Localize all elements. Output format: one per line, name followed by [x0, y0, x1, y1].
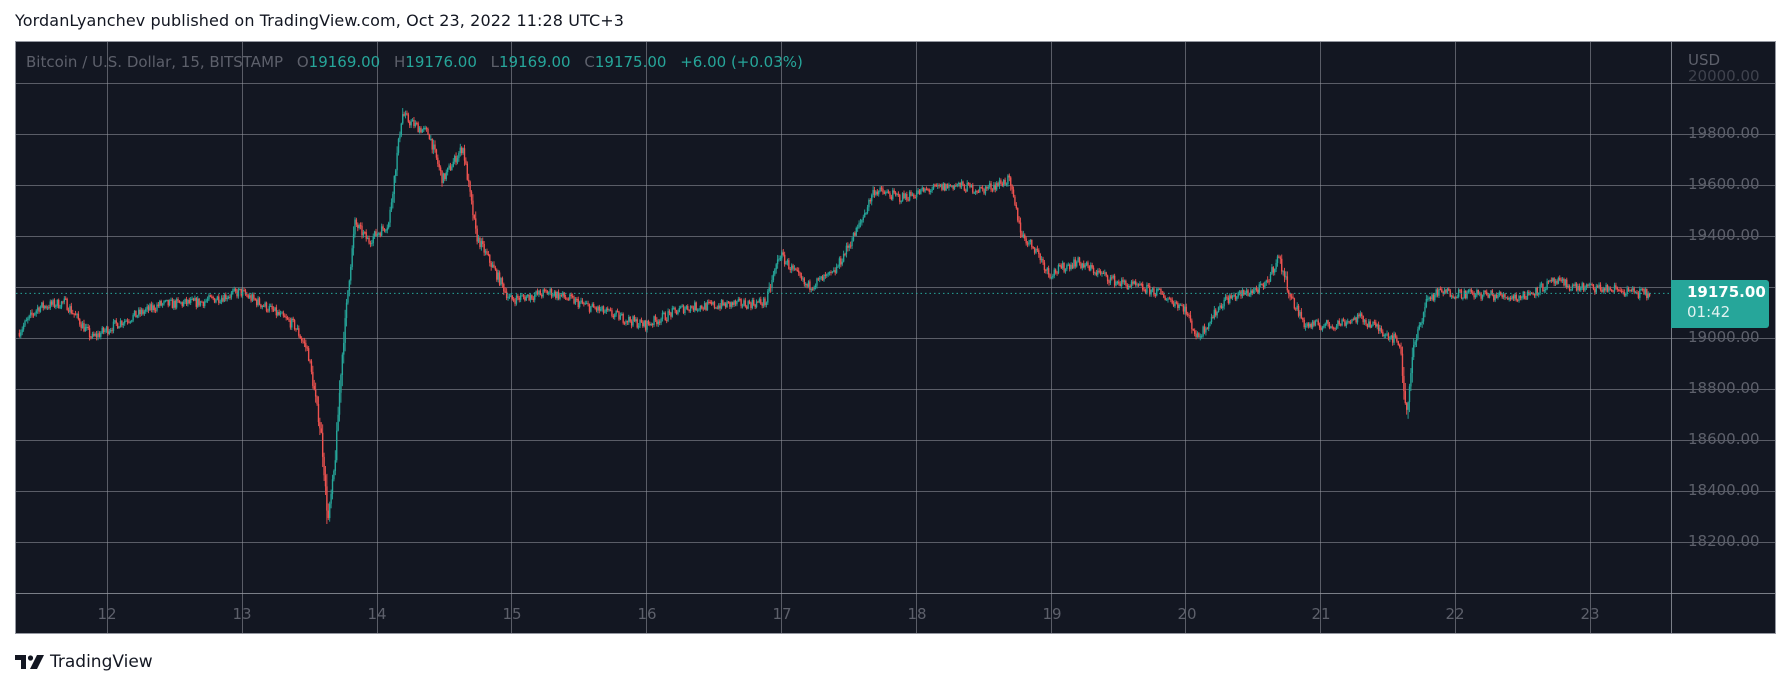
high-value: 19176.00	[405, 53, 477, 71]
close-value: 19175.00	[594, 53, 667, 71]
symbol-legend: Bitcoin / U.S. Dollar, 15, BITSTAMP O191…	[26, 53, 803, 71]
price-label: 19400.00	[1688, 226, 1760, 244]
price-label: 19800.00	[1688, 124, 1760, 142]
time-label: 13	[232, 605, 252, 623]
time-label: 19	[1042, 605, 1062, 623]
open-key: O	[296, 53, 309, 71]
high-key: H	[394, 53, 406, 71]
time-label: 18	[907, 605, 927, 623]
price-label: 20000.00	[1688, 67, 1760, 85]
time-label: 17	[772, 605, 792, 623]
time-label: 23	[1580, 605, 1600, 623]
candles	[18, 108, 1651, 525]
price-label: 19600.00	[1688, 175, 1760, 193]
tradingview-logo-icon	[15, 655, 44, 669]
time-label: 12	[97, 605, 117, 623]
low-value: 19169.00	[499, 53, 571, 71]
brand-name: TradingView	[50, 652, 153, 672]
symbol-name[interactable]: Bitcoin / U.S. Dollar, 15, BITSTAMP	[26, 53, 284, 71]
change-value: +6.00 (+0.03%)	[680, 53, 803, 71]
close-key: C	[584, 53, 595, 71]
open-value: 19169.00	[308, 53, 381, 71]
chart-panel[interactable]	[15, 41, 1776, 634]
last-price: 19175.00	[1687, 283, 1766, 301]
time-label: 20	[1177, 605, 1197, 623]
publisher-line: YordanLyanchev published on TradingView.…	[15, 11, 625, 30]
tradingview-brand[interactable]: TradingView	[15, 652, 153, 672]
price-label: 19000.00	[1688, 328, 1760, 346]
low-key: L	[490, 53, 500, 71]
bar-countdown: 01:42	[1687, 303, 1731, 321]
time-label: 22	[1445, 605, 1465, 623]
price-label: 18200.00	[1688, 532, 1760, 550]
time-label: 16	[637, 605, 657, 623]
time-label: 15	[502, 605, 522, 623]
currency-label[interactable]: USD	[1688, 51, 1721, 69]
price-label: 18400.00	[1688, 481, 1760, 499]
last-price-badge: 19175.00 01:42	[1671, 280, 1769, 328]
time-label: 14	[367, 605, 387, 623]
time-label: 21	[1311, 605, 1331, 623]
price-label: 18800.00	[1688, 379, 1760, 397]
price-label: 18600.00	[1688, 430, 1760, 448]
